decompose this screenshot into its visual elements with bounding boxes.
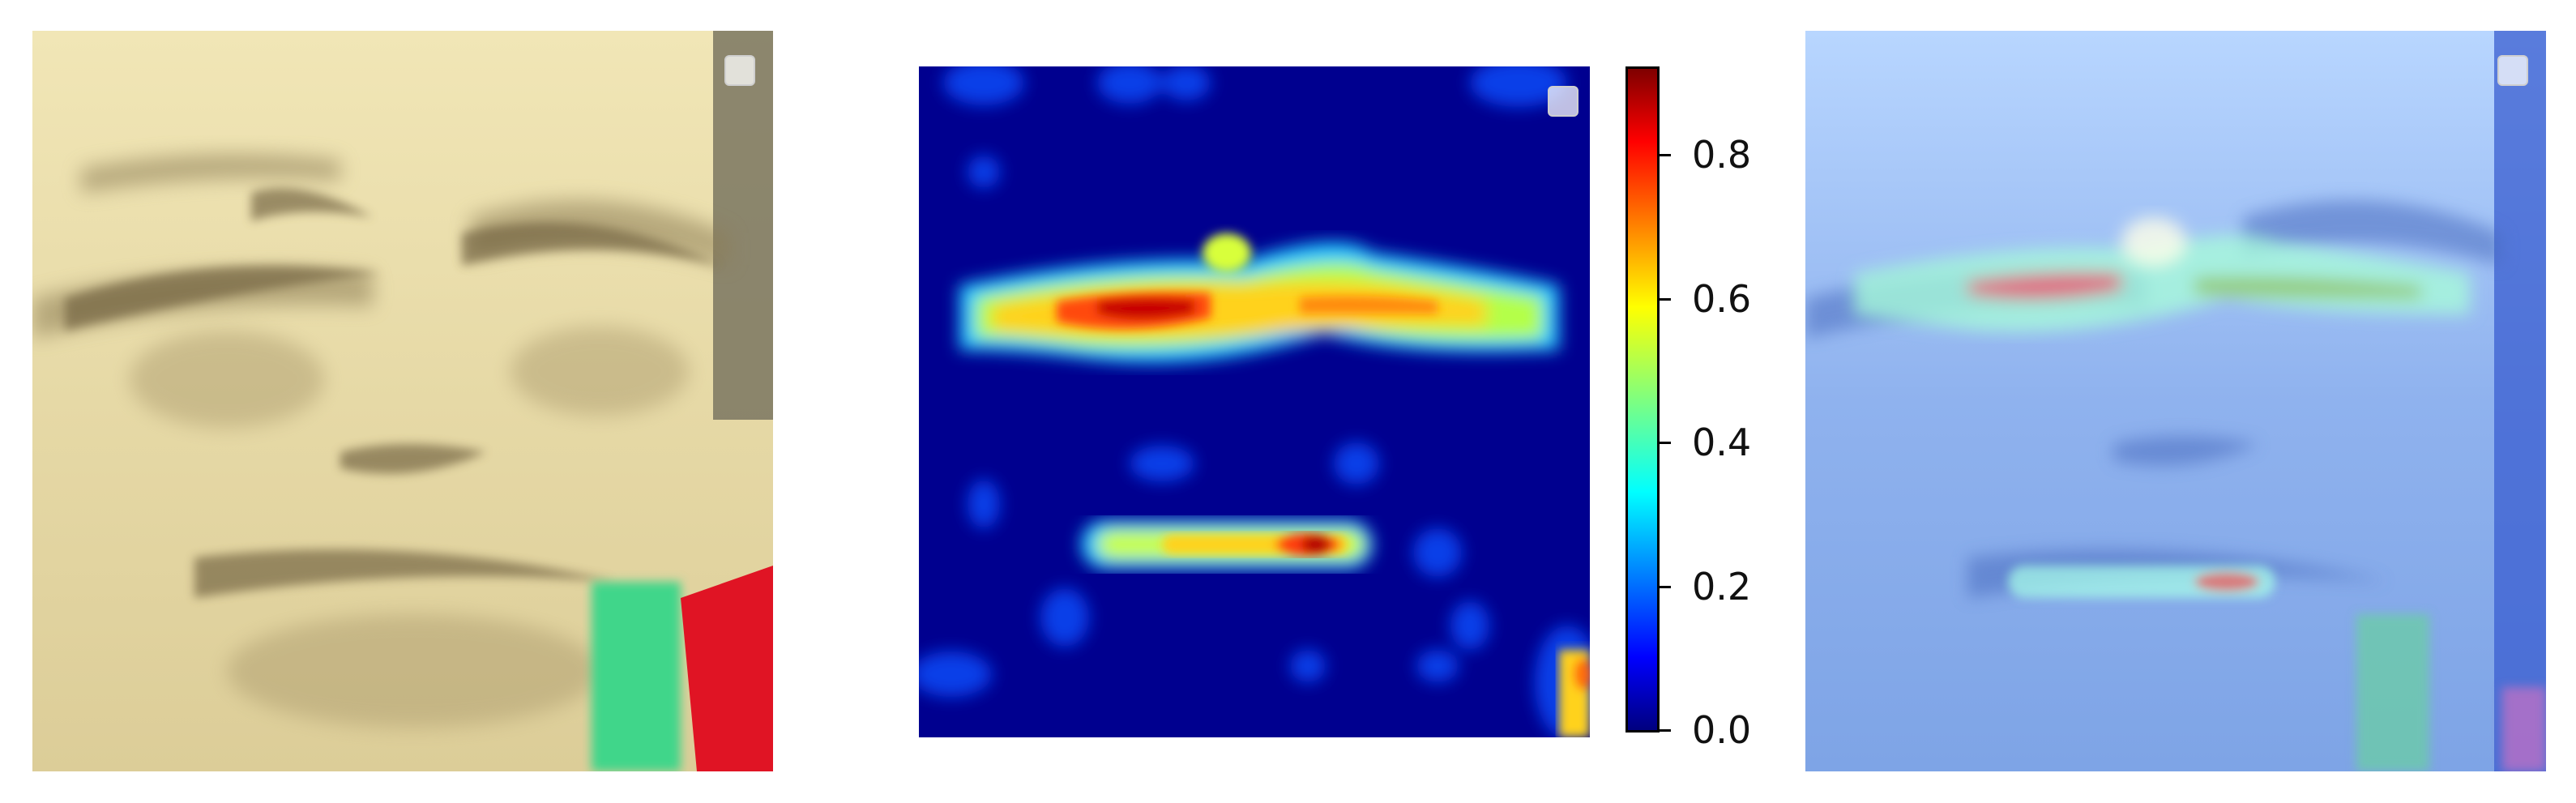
face-image — [32, 31, 773, 771]
legend-box — [1548, 86, 1578, 117]
colorbar-tick — [1660, 297, 1671, 301]
legend-box — [2497, 55, 2528, 86]
colorbar-tick — [1660, 585, 1671, 588]
colorbar-tick-label: 0.0 — [1692, 708, 1752, 752]
colorbar-tick — [1660, 442, 1671, 445]
attention-heatmap — [919, 66, 1590, 737]
colorbar-tick-label: 0.2 — [1692, 564, 1752, 609]
legend-box — [724, 55, 755, 86]
colorbar — [1625, 66, 1660, 733]
colorbar-tick — [1660, 729, 1671, 732]
colorbar-tick — [1660, 154, 1671, 157]
colorbar-tick-label: 0.8 — [1692, 133, 1752, 177]
colorbar-tick-label: 0.6 — [1692, 276, 1752, 321]
overlay-image — [1805, 31, 2546, 771]
colorbar-tick-label: 0.4 — [1692, 421, 1752, 465]
